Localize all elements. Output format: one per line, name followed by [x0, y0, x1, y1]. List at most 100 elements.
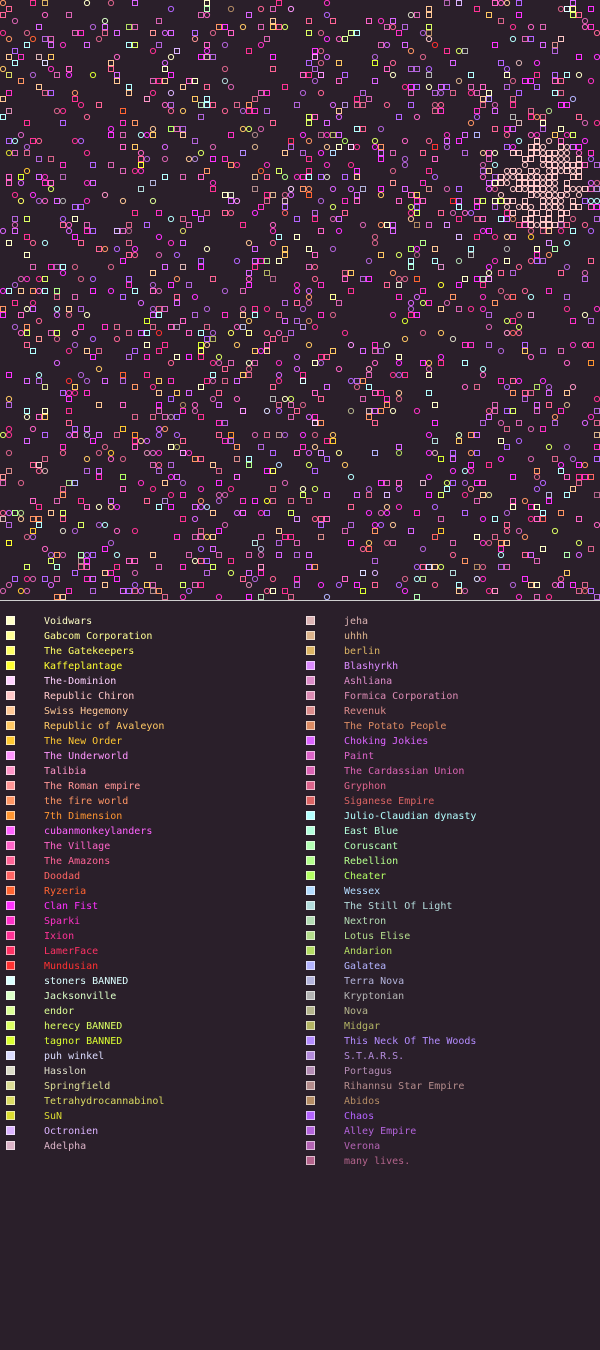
- planet-marker-circle[interactable]: [503, 317, 511, 325]
- planet-marker-circle[interactable]: [323, 53, 331, 61]
- planet-marker-square[interactable]: [360, 276, 366, 282]
- planet-marker-circle[interactable]: [209, 377, 217, 385]
- planet-marker-square[interactable]: [348, 144, 354, 150]
- planet-marker-circle[interactable]: [563, 191, 571, 199]
- planet-marker-circle[interactable]: [461, 209, 469, 217]
- planet-marker-circle[interactable]: [407, 209, 415, 217]
- planet-marker-square[interactable]: [492, 174, 498, 180]
- planet-marker-square[interactable]: [576, 156, 582, 162]
- planet-marker-square[interactable]: [84, 390, 90, 396]
- planet-marker-circle[interactable]: [491, 149, 499, 157]
- planet-marker-circle[interactable]: [539, 191, 547, 199]
- planet-marker-square[interactable]: [282, 246, 288, 252]
- planet-marker-circle[interactable]: [329, 185, 337, 193]
- planet-marker-square[interactable]: [474, 480, 480, 486]
- planet-marker-square[interactable]: [558, 468, 564, 474]
- legend-item[interactable]: puh winkel: [0, 1049, 300, 1064]
- planet-marker-square[interactable]: [264, 270, 270, 276]
- planet-marker-circle[interactable]: [593, 197, 600, 205]
- planet-marker-circle[interactable]: [347, 473, 355, 481]
- planet-marker-circle[interactable]: [515, 167, 523, 175]
- planet-marker-circle[interactable]: [575, 539, 583, 547]
- planet-marker-square[interactable]: [228, 132, 234, 138]
- planet-marker-circle[interactable]: [581, 23, 589, 31]
- planet-marker-square[interactable]: [594, 162, 600, 168]
- planet-marker-circle[interactable]: [329, 101, 337, 109]
- planet-marker-square[interactable]: [438, 210, 444, 216]
- planet-marker-circle[interactable]: [587, 413, 595, 421]
- planet-marker-square[interactable]: [294, 234, 300, 240]
- planet-marker-square[interactable]: [438, 264, 444, 270]
- planet-marker-square[interactable]: [132, 438, 138, 444]
- planet-marker-square[interactable]: [270, 450, 276, 456]
- planet-marker-square[interactable]: [510, 102, 516, 108]
- planet-marker-square[interactable]: [102, 582, 108, 588]
- planet-marker-square[interactable]: [162, 174, 168, 180]
- planet-marker-circle[interactable]: [245, 365, 253, 373]
- planet-marker-circle[interactable]: [257, 5, 265, 13]
- planet-marker-circle[interactable]: [395, 449, 403, 457]
- planet-marker-square[interactable]: [198, 558, 204, 564]
- legend-item[interactable]: Rihannsu Star Empire: [300, 1079, 600, 1094]
- planet-marker-square[interactable]: [276, 402, 282, 408]
- planet-marker-square[interactable]: [144, 498, 150, 504]
- planet-marker-circle[interactable]: [383, 101, 391, 109]
- planet-marker-circle[interactable]: [581, 587, 589, 595]
- planet-marker-square[interactable]: [474, 450, 480, 456]
- planet-marker-circle[interactable]: [197, 149, 205, 157]
- planet-marker-circle[interactable]: [83, 311, 91, 319]
- planet-marker-circle[interactable]: [65, 389, 73, 397]
- planet-marker-square[interactable]: [480, 216, 486, 222]
- planet-marker-square[interactable]: [90, 354, 96, 360]
- planet-marker-square[interactable]: [594, 216, 600, 222]
- planet-marker-square[interactable]: [408, 84, 414, 90]
- planet-marker-circle[interactable]: [17, 197, 25, 205]
- planet-marker-square[interactable]: [510, 294, 516, 300]
- planet-marker-circle[interactable]: [305, 287, 313, 295]
- planet-marker-square[interactable]: [174, 534, 180, 540]
- legend-item[interactable]: jeha: [300, 614, 600, 629]
- planet-marker-square[interactable]: [120, 144, 126, 150]
- planet-marker-square[interactable]: [534, 210, 540, 216]
- planet-marker-square[interactable]: [582, 276, 588, 282]
- planet-marker-square[interactable]: [276, 528, 282, 534]
- planet-marker-square[interactable]: [462, 48, 468, 54]
- planet-marker-square[interactable]: [222, 192, 228, 198]
- planet-marker-circle[interactable]: [209, 143, 217, 151]
- planet-marker-square[interactable]: [330, 18, 336, 24]
- planet-marker-square[interactable]: [492, 300, 498, 306]
- planet-marker-circle[interactable]: [569, 95, 577, 103]
- planet-marker-circle[interactable]: [401, 155, 409, 163]
- planet-marker-circle[interactable]: [227, 5, 235, 13]
- planet-marker-square[interactable]: [60, 594, 66, 600]
- planet-marker-square[interactable]: [432, 144, 438, 150]
- planet-marker-square[interactable]: [504, 144, 510, 150]
- planet-marker-square[interactable]: [0, 96, 6, 102]
- planet-marker-circle[interactable]: [65, 311, 73, 319]
- planet-marker-square[interactable]: [390, 222, 396, 228]
- planet-marker-square[interactable]: [402, 372, 408, 378]
- planet-marker-square[interactable]: [528, 186, 534, 192]
- planet-marker-square[interactable]: [210, 102, 216, 108]
- planet-marker-circle[interactable]: [311, 323, 319, 331]
- planet-marker-circle[interactable]: [563, 239, 571, 247]
- planet-marker-circle[interactable]: [41, 197, 49, 205]
- planet-marker-circle[interactable]: [401, 335, 409, 343]
- planet-marker-circle[interactable]: [533, 191, 541, 199]
- planet-marker-square[interactable]: [24, 330, 30, 336]
- planet-marker-circle[interactable]: [125, 227, 133, 235]
- planet-marker-circle[interactable]: [293, 281, 301, 289]
- planet-marker-square[interactable]: [126, 222, 132, 228]
- planet-marker-circle[interactable]: [569, 167, 577, 175]
- planet-marker-square[interactable]: [252, 96, 258, 102]
- planet-marker-square[interactable]: [258, 534, 264, 540]
- planet-marker-square[interactable]: [342, 36, 348, 42]
- planet-marker-square[interactable]: [144, 342, 150, 348]
- planet-marker-square[interactable]: [36, 462, 42, 468]
- planet-marker-circle[interactable]: [83, 455, 91, 463]
- planet-marker-circle[interactable]: [281, 209, 289, 217]
- planet-marker-circle[interactable]: [347, 341, 355, 349]
- planet-marker-square[interactable]: [546, 174, 552, 180]
- planet-marker-square[interactable]: [318, 174, 324, 180]
- planet-marker-square[interactable]: [384, 282, 390, 288]
